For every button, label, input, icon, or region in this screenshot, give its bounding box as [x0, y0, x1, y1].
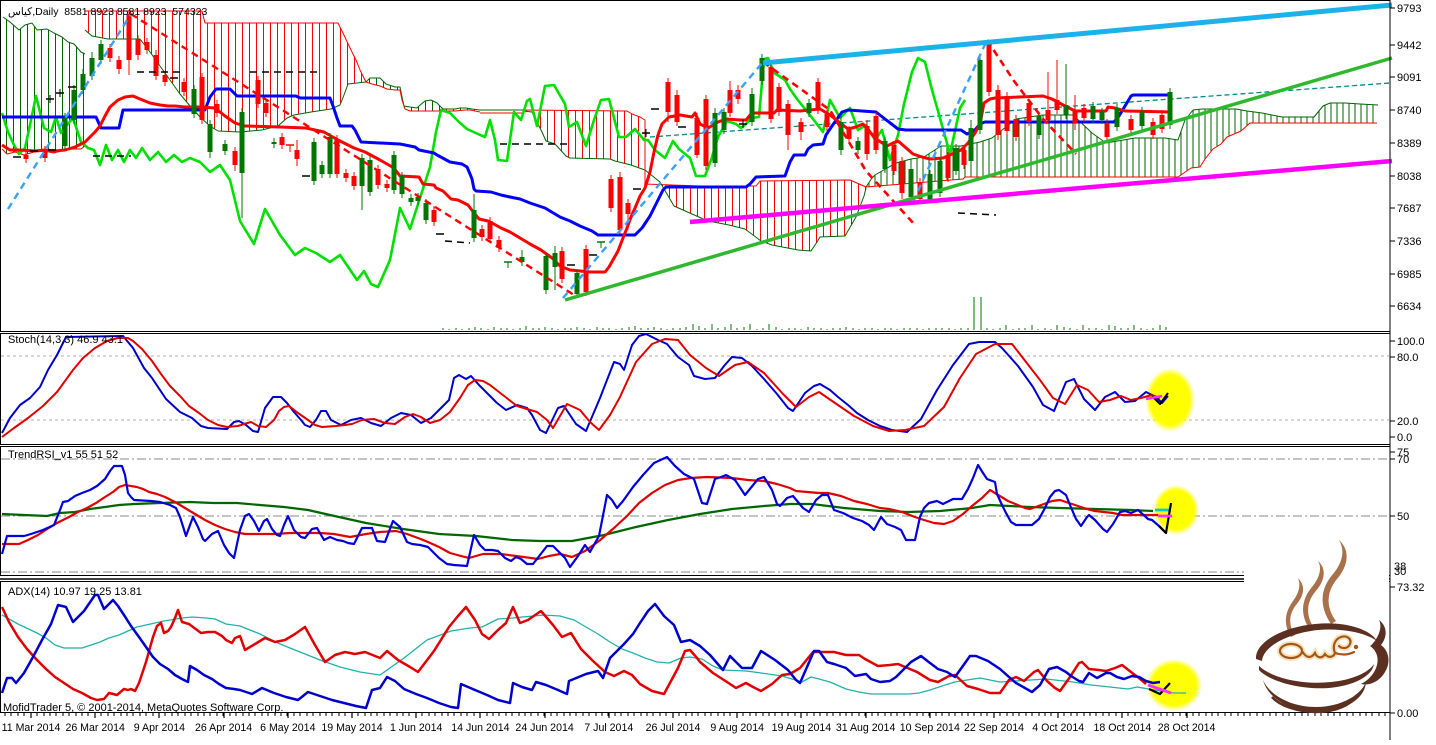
svg-text:6 May 2014: 6 May 2014: [260, 722, 315, 734]
svg-text:6985: 6985: [1397, 269, 1421, 281]
svg-text:8038: 8038: [1397, 171, 1421, 183]
svg-text:8740: 8740: [1397, 105, 1421, 117]
svg-text:7336: 7336: [1397, 236, 1421, 248]
svg-text:9 Aug 2014: 9 Aug 2014: [710, 722, 764, 734]
svg-text:28 Oct 2014: 28 Oct 2014: [1158, 722, 1216, 734]
svg-text:73.32: 73.32: [1397, 582, 1425, 594]
svg-text:14 Jun 2014: 14 Jun 2014: [451, 722, 509, 734]
svg-text:4 Oct 2014: 4 Oct 2014: [1032, 722, 1084, 734]
svg-text:كياس,Daily 8581 8923 8581 892: كياس,Daily 8581 8923 8581 8923 574323: [8, 6, 207, 18]
svg-text:7 Jul 2014: 7 Jul 2014: [584, 722, 633, 734]
svg-text:38: 38: [1394, 561, 1406, 573]
svg-text:10 Sep 2014: 10 Sep 2014: [900, 722, 960, 734]
svg-text:7687: 7687: [1397, 203, 1421, 215]
svg-text:70: 70: [1397, 454, 1409, 466]
svg-text:MofidTrader 5, © 2001-2014, Me: MofidTrader 5, © 2001-2014, MetaQuotes S…: [3, 702, 283, 714]
svg-text:1 Jun 2014: 1 Jun 2014: [390, 722, 443, 734]
svg-text:ADX(14) 10.97 19.25 13.81: ADX(14) 10.97 19.25 13.81: [8, 586, 142, 598]
svg-text:26 Jul 2014: 26 Jul 2014: [646, 722, 701, 734]
svg-text:9091: 9091: [1397, 72, 1421, 84]
svg-text:31 Aug 2014: 31 Aug 2014: [836, 722, 896, 734]
svg-text:19 Aug 2014: 19 Aug 2014: [772, 722, 832, 734]
svg-text:8389: 8389: [1397, 138, 1421, 150]
svg-text:22 Sep 2014: 22 Sep 2014: [964, 722, 1024, 734]
svg-text:9793: 9793: [1397, 3, 1421, 15]
svg-text:18 Oct 2014: 18 Oct 2014: [1094, 722, 1152, 734]
svg-text:100.0: 100.0: [1397, 336, 1425, 348]
svg-text:0.0: 0.0: [1397, 432, 1412, 444]
svg-text:6634: 6634: [1397, 301, 1421, 313]
svg-text:24 Jun 2014: 24 Jun 2014: [515, 722, 573, 734]
svg-text:TrendRSI_v1 55 51 52: TrendRSI_v1 55 51 52: [8, 449, 118, 461]
svg-text:80.0: 80.0: [1397, 352, 1418, 364]
svg-text:50: 50: [1397, 511, 1409, 523]
svg-text:Stoch(14,3,3) 46.9 43.1: Stoch(14,3,3) 46.9 43.1: [8, 334, 123, 346]
svg-text:19 May 2014: 19 May 2014: [321, 722, 382, 734]
svg-text:0.00: 0.00: [1397, 708, 1418, 720]
svg-text:11 Mar 2014: 11 Mar 2014: [2, 722, 61, 734]
svg-text:20.0: 20.0: [1397, 416, 1418, 428]
svg-text:9 Apr 2014: 9 Apr 2014: [134, 722, 185, 734]
svg-text:30: 30: [1394, 566, 1406, 578]
svg-text:9442: 9442: [1397, 40, 1421, 52]
svg-text:26 Apr 2014: 26 Apr 2014: [195, 722, 252, 734]
svg-text:75: 75: [1397, 447, 1409, 459]
svg-text:26 Mar 2014: 26 Mar 2014: [65, 722, 125, 734]
